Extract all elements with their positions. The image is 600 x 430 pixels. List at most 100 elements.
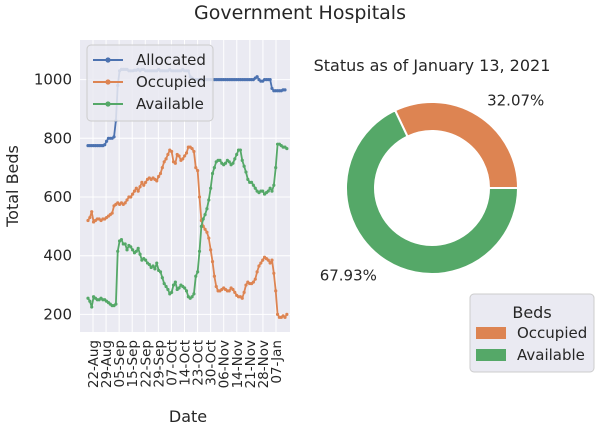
data-point — [231, 161, 235, 165]
legend-swatch-available — [476, 349, 506, 361]
data-point — [197, 249, 202, 253]
data-point — [183, 154, 187, 158]
data-point — [125, 248, 129, 252]
x-tick-label: 07-Oct — [164, 340, 180, 386]
data-point — [196, 270, 200, 274]
data-point — [171, 283, 176, 287]
y-axis-label: Total Beds — [3, 145, 22, 228]
data-point — [238, 148, 242, 152]
data-point — [268, 78, 272, 82]
data-point — [86, 218, 90, 223]
data-point — [268, 186, 272, 190]
data-point — [116, 249, 120, 253]
x-tick-label: 15-Sep — [125, 340, 141, 388]
data-point — [123, 242, 127, 246]
data-point — [190, 295, 194, 299]
data-point — [251, 183, 256, 187]
donut-legend-items: Occupied Available — [476, 324, 587, 364]
data-point — [90, 305, 94, 309]
x-tick-label: 28-Nov — [256, 340, 272, 388]
data-point — [209, 248, 213, 252]
data-point — [173, 280, 177, 284]
x-tick-label: 29-Sep — [151, 340, 167, 388]
data-point — [246, 177, 250, 181]
data-point — [275, 312, 280, 316]
line-legend: Allocated Occupied Available — [86, 44, 214, 122]
data-point — [170, 290, 174, 294]
x-tick-label: 06-Nov — [217, 340, 233, 388]
data-point — [242, 164, 246, 168]
data-point — [155, 261, 159, 265]
data-point — [283, 88, 287, 92]
data-point — [144, 180, 148, 184]
data-point — [201, 217, 205, 221]
data-point — [136, 189, 140, 193]
donut-slices — [345, 101, 520, 275]
donut-slice-available — [345, 109, 520, 275]
data-point — [218, 158, 222, 162]
donut-title: Status as of January 13, 2021 — [314, 56, 551, 75]
x-tick-label: 21-Nov — [243, 340, 259, 388]
data-point — [255, 75, 259, 79]
data-point — [112, 135, 116, 139]
donut-legend: Beds Occupied Available — [469, 293, 595, 373]
legend-label-available: Available — [517, 346, 585, 364]
legend-label-allocated: Allocated — [136, 51, 206, 69]
data-point — [90, 210, 94, 214]
data-point — [158, 171, 163, 176]
data-point — [138, 252, 142, 256]
data-point — [131, 248, 135, 252]
data-point — [197, 195, 202, 199]
donut-slice-occupied — [393, 101, 520, 189]
data-point — [270, 86, 274, 91]
data-point — [88, 299, 92, 303]
data-point — [192, 292, 196, 296]
data-point — [196, 168, 200, 173]
data-point — [88, 215, 92, 220]
data-point — [268, 261, 272, 265]
y-tick-label: 800 — [43, 129, 72, 147]
legend-marker-available — [105, 101, 111, 107]
data-point — [181, 157, 185, 161]
data-point — [184, 151, 189, 155]
donut-legend-title: Beds — [512, 303, 551, 322]
data-point — [274, 166, 278, 170]
donut-chart: Status as of January 13, 2021 32.07% 67.9… — [314, 56, 595, 373]
data-point — [266, 189, 270, 193]
x-tick-label: 30-Oct — [204, 340, 220, 386]
data-point — [233, 290, 237, 294]
legend-label-available: Available — [136, 95, 204, 113]
data-point — [270, 189, 274, 193]
data-point — [235, 152, 239, 157]
data-point — [134, 186, 138, 190]
data-point — [261, 189, 265, 193]
data-point — [223, 161, 228, 165]
data-point — [203, 213, 207, 217]
data-point — [210, 259, 215, 264]
series-points-occupied — [86, 145, 289, 319]
data-point — [162, 160, 166, 164]
x-tick-labels: 22-Aug29-Aug05-Sep15-Sep22-Sep29-Sep07-O… — [86, 340, 285, 388]
data-point — [119, 237, 124, 242]
legend-marker-allocated — [105, 57, 111, 63]
data-point — [207, 198, 211, 202]
data-point — [249, 180, 254, 184]
data-point — [157, 174, 161, 179]
data-point — [227, 289, 231, 293]
data-point — [123, 201, 127, 205]
data-point — [192, 149, 196, 154]
data-point — [212, 274, 216, 278]
data-point — [142, 183, 146, 187]
y-tick-label: 200 — [43, 305, 72, 323]
data-point — [160, 276, 164, 280]
figure-title: Government Hospitals — [194, 2, 406, 24]
data-point — [244, 170, 248, 174]
x-tick-label: 29-Aug — [99, 340, 115, 388]
data-point — [272, 271, 276, 275]
data-point — [131, 192, 135, 196]
legend-swatch-occupied — [476, 327, 506, 339]
data-point — [233, 157, 237, 161]
data-point — [199, 224, 203, 228]
data-point — [207, 236, 211, 240]
